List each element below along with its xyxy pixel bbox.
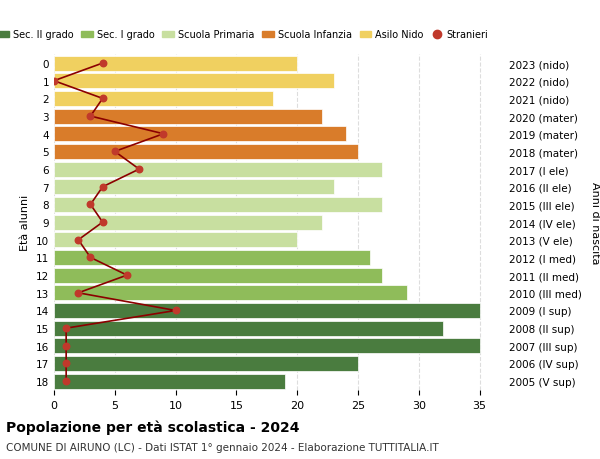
Point bbox=[61, 378, 71, 385]
Text: COMUNE DI AIRUNO (LC) - Dati ISTAT 1° gennaio 2024 - Elaborazione TUTTITALIA.IT: COMUNE DI AIRUNO (LC) - Dati ISTAT 1° ge… bbox=[6, 442, 439, 452]
Point bbox=[86, 202, 95, 209]
Point bbox=[110, 148, 119, 156]
Bar bbox=[54, 74, 334, 89]
Point bbox=[98, 95, 107, 103]
Point bbox=[61, 325, 71, 332]
Point bbox=[98, 219, 107, 226]
Bar bbox=[54, 197, 382, 213]
Point bbox=[98, 60, 107, 67]
Bar bbox=[54, 56, 297, 72]
Y-axis label: Anni di nascita: Anni di nascita bbox=[590, 181, 600, 264]
Point bbox=[86, 254, 95, 262]
Bar bbox=[54, 303, 479, 318]
Legend: Sec. II grado, Sec. I grado, Scuola Primaria, Scuola Infanzia, Asilo Nido, Stran: Sec. II grado, Sec. I grado, Scuola Prim… bbox=[0, 27, 493, 44]
Bar bbox=[54, 180, 334, 195]
Bar bbox=[54, 251, 370, 265]
Bar bbox=[54, 92, 273, 106]
Bar bbox=[54, 145, 358, 160]
Point bbox=[134, 166, 144, 174]
Bar bbox=[54, 356, 358, 371]
Bar bbox=[54, 127, 346, 142]
Bar bbox=[54, 374, 285, 389]
Point bbox=[98, 184, 107, 191]
Point bbox=[61, 360, 71, 367]
Point bbox=[61, 342, 71, 350]
Bar bbox=[54, 215, 322, 230]
Bar bbox=[54, 339, 479, 353]
Point bbox=[158, 131, 168, 138]
Y-axis label: Età alunni: Età alunni bbox=[20, 195, 31, 251]
Bar bbox=[54, 109, 322, 124]
Point bbox=[74, 236, 83, 244]
Bar bbox=[54, 162, 382, 177]
Bar bbox=[54, 321, 443, 336]
Bar bbox=[54, 268, 382, 283]
Point bbox=[122, 272, 132, 279]
Text: Popolazione per età scolastica - 2024: Popolazione per età scolastica - 2024 bbox=[6, 420, 299, 435]
Bar bbox=[54, 285, 407, 301]
Point bbox=[74, 290, 83, 297]
Point bbox=[86, 113, 95, 120]
Bar bbox=[54, 233, 297, 248]
Point bbox=[49, 78, 59, 85]
Point bbox=[171, 307, 181, 314]
